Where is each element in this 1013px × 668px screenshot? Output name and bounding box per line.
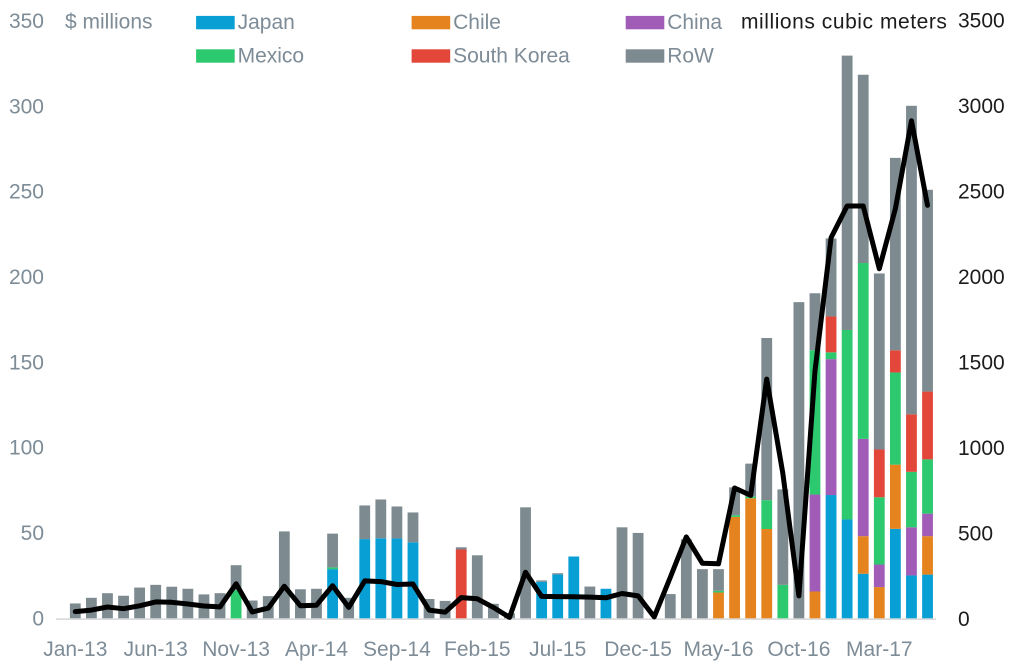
svg-text:South Korea: South Korea bbox=[453, 45, 570, 68]
svg-text:RoW: RoW bbox=[667, 45, 714, 68]
svg-text:$ millions: $ millions bbox=[65, 11, 153, 34]
svg-text:3500: 3500 bbox=[958, 10, 1005, 33]
svg-text:Dec-15: Dec-15 bbox=[604, 638, 672, 661]
svg-text:Apr-14: Apr-14 bbox=[285, 638, 348, 661]
svg-text:Jun-13: Jun-13 bbox=[124, 638, 188, 661]
svg-text:China: China bbox=[667, 11, 722, 34]
svg-text:3000: 3000 bbox=[958, 95, 1005, 118]
svg-text:Jan-13: Jan-13 bbox=[43, 638, 107, 661]
svg-text:Oct-16: Oct-16 bbox=[767, 638, 830, 661]
svg-text:1500: 1500 bbox=[958, 352, 1005, 375]
svg-text:0: 0 bbox=[32, 607, 44, 630]
svg-text:200: 200 bbox=[9, 266, 44, 289]
svg-text:Feb-15: Feb-15 bbox=[444, 638, 511, 661]
svg-text:50: 50 bbox=[21, 522, 44, 545]
svg-text:Nov-13: Nov-13 bbox=[202, 638, 270, 661]
svg-text:2500: 2500 bbox=[958, 181, 1005, 204]
svg-text:Mar-17: Mar-17 bbox=[846, 638, 913, 661]
svg-text:500: 500 bbox=[958, 523, 993, 546]
svg-text:150: 150 bbox=[9, 351, 44, 374]
svg-text:100: 100 bbox=[9, 437, 44, 460]
svg-text:Sep-14: Sep-14 bbox=[363, 638, 431, 661]
svg-text:250: 250 bbox=[9, 181, 44, 204]
svg-text:May-16: May-16 bbox=[683, 638, 753, 661]
svg-text:2000: 2000 bbox=[958, 266, 1005, 289]
svg-text:Chile: Chile bbox=[453, 11, 501, 34]
svg-text:millions cubic meters: millions cubic meters bbox=[741, 11, 947, 34]
svg-text:300: 300 bbox=[9, 95, 44, 118]
svg-text:350: 350 bbox=[9, 10, 44, 33]
svg-text:0: 0 bbox=[958, 608, 970, 631]
svg-text:Jul-15: Jul-15 bbox=[529, 638, 586, 661]
svg-text:1000: 1000 bbox=[958, 437, 1005, 460]
svg-text:Mexico: Mexico bbox=[238, 45, 305, 68]
svg-text:Japan: Japan bbox=[238, 11, 295, 34]
